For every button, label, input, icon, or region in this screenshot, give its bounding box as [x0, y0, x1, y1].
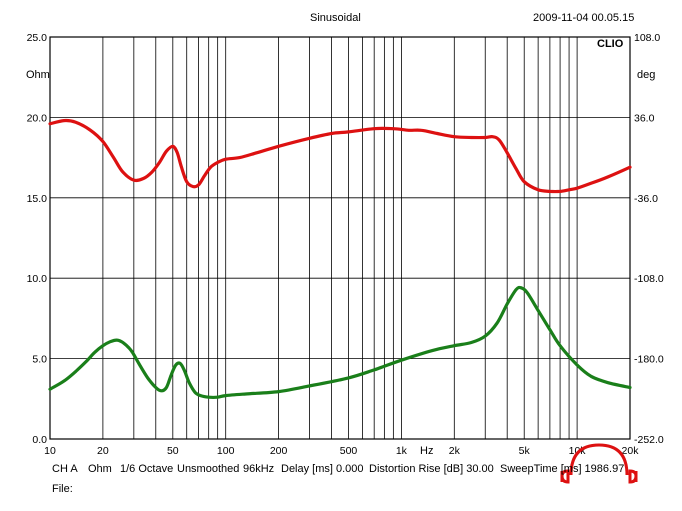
tick-labels: 10 20 50 100 200 500 1k 2k 5k 10k 20k0.05.010.015.…: [27, 32, 664, 457]
footer-delay: Delay [ms] 0.000: [281, 463, 364, 475]
footer-smoothing: 1/6 Octave: [120, 463, 174, 475]
x-tick-label: 10: [44, 445, 56, 457]
x-tick-label: 2k: [449, 445, 461, 457]
phase-curve: [48, 285, 632, 400]
footer-channel: CH A: [52, 463, 78, 475]
timestamp: 2009-11-04 00.05.15: [533, 12, 635, 24]
left-tick-label: 5.0: [32, 354, 47, 366]
x-tick-label: 1k: [396, 445, 408, 457]
x-tick-label: 100: [217, 445, 235, 457]
right-tick-label: -180.0: [634, 354, 664, 366]
left-tick-label: 0.0: [32, 434, 47, 446]
right-tick-label: 36.0: [634, 112, 655, 124]
x-tick-label: 500: [340, 445, 358, 457]
chart-title: Sinusoidal: [310, 12, 361, 24]
x-tick-label: 5k: [519, 445, 531, 457]
series-curves: [48, 118, 632, 400]
left-axis-unit: Ohm: [26, 69, 50, 81]
x-tick-label: 200: [270, 445, 288, 457]
footer-distortion: Distortion Rise [dB] 30.00: [369, 463, 494, 475]
plot-frame: [49, 36, 631, 440]
headphones-logo-icon: [560, 443, 638, 484]
left-tick-label: 20.0: [27, 112, 48, 124]
x-tick-label: 20k: [622, 445, 640, 457]
footer-sample-rate: 96kHz: [243, 463, 275, 475]
impedance-curve: [48, 118, 632, 194]
x-axis-unit: Hz: [420, 445, 434, 457]
right-tick-label: 108.0: [634, 32, 660, 44]
right-tick-label: -108.0: [634, 273, 664, 285]
brand-label: CLIO: [597, 38, 624, 50]
left-tick-label: 25.0: [27, 32, 48, 44]
x-tick-label: 20: [97, 445, 109, 457]
right-axis-unit: deg: [637, 69, 656, 81]
right-tick-label: -252.0: [634, 434, 664, 446]
left-tick-label: 15.0: [27, 193, 48, 205]
x-tick-label: 50: [167, 445, 179, 457]
footer-file: File:: [52, 483, 73, 495]
footer-unit: Ohm: [88, 463, 112, 475]
right-tick-label: -36.0: [634, 193, 658, 205]
footer-sweep: SweepTime [ms] 1986.97: [500, 463, 625, 475]
left-tick-label: 10.0: [27, 273, 48, 285]
footer-smoothing-state: Unsmoothed: [177, 463, 240, 475]
